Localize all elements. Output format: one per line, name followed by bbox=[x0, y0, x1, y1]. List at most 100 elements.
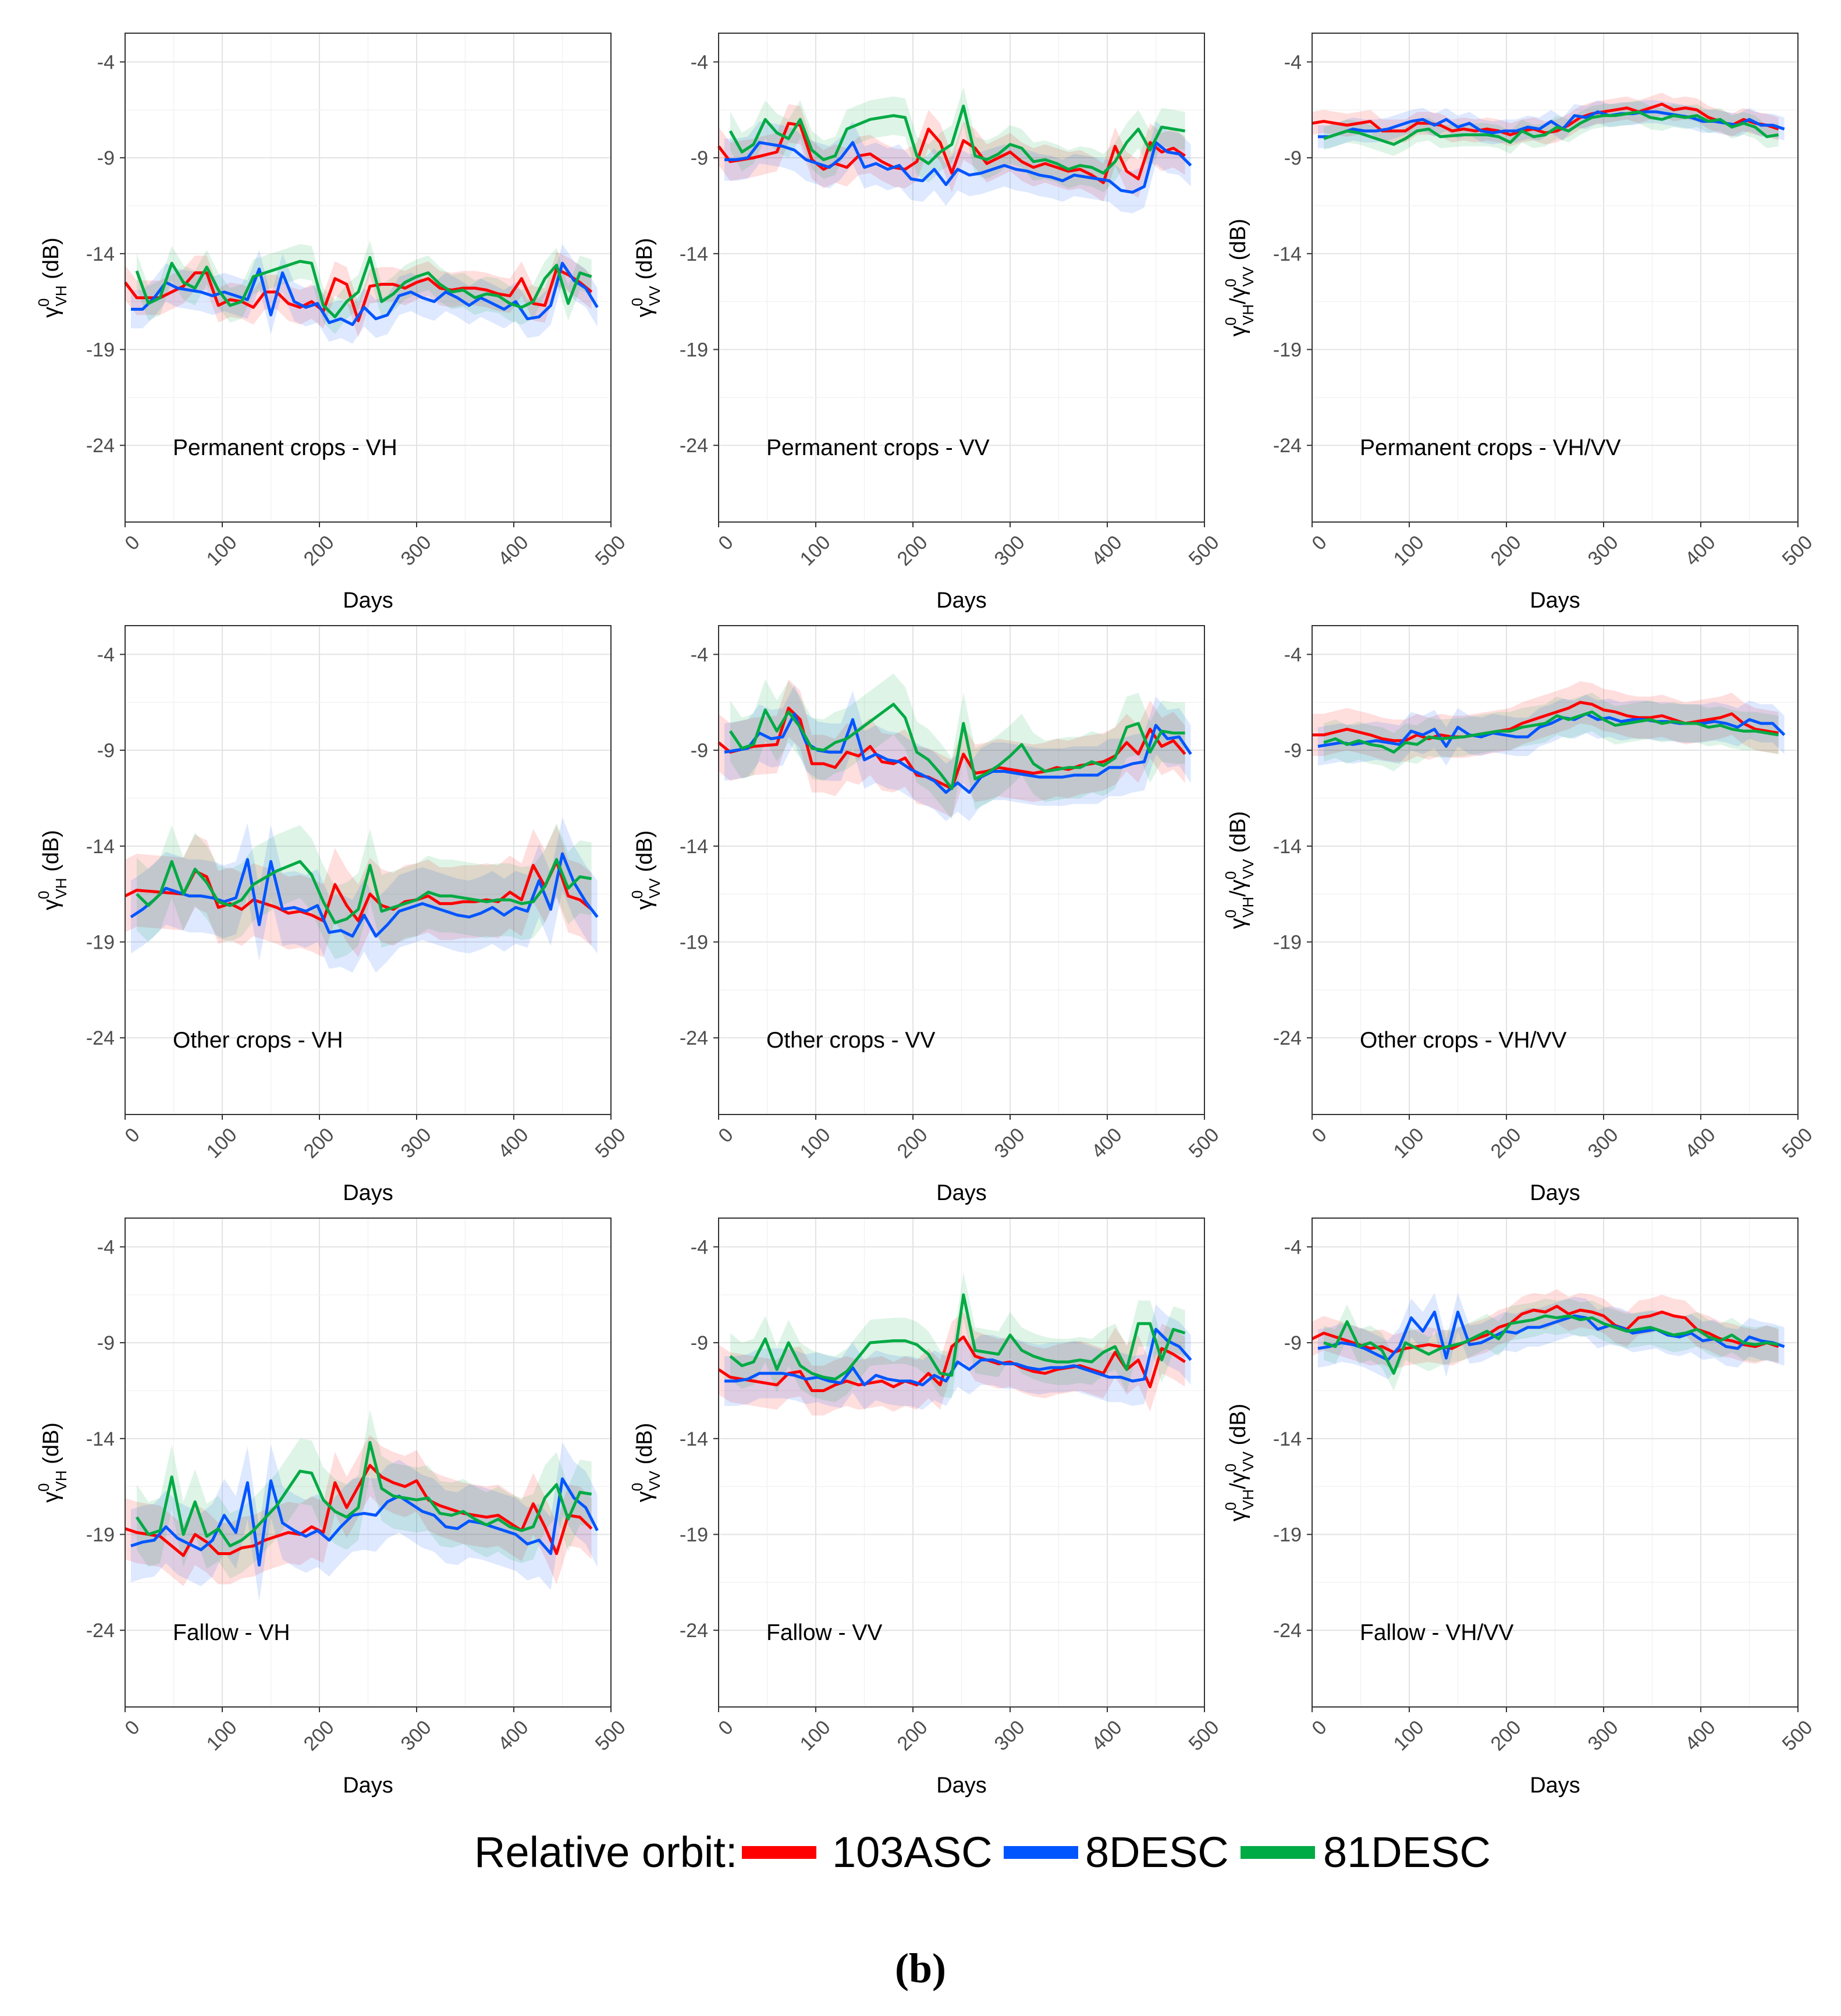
y-axis-label: γ0VH/γ0VV (dB) bbox=[1222, 219, 1257, 337]
panel-other-crops-vh-vv: -24-19-14-9-40 100 200 300 400 500Daysγ0VH/γ0… bbox=[1222, 625, 1817, 1205]
y-label-superscript: 0 bbox=[1222, 910, 1239, 918]
plot-border bbox=[125, 625, 612, 1115]
plot-border bbox=[1312, 33, 1799, 523]
panel-label: Fallow - VH bbox=[173, 1620, 290, 1645]
y-label-unit: (dB) bbox=[632, 238, 657, 286]
series-line-8desc bbox=[1317, 1310, 1785, 1362]
y-tick-label: -4 bbox=[97, 51, 115, 73]
caption-letter: b bbox=[909, 1945, 932, 1992]
y-axis-label: γ0VH/γ0VV (dB) bbox=[1222, 1404, 1257, 1522]
y-label-unit: (dB) bbox=[1226, 219, 1250, 267]
y-label-symbol: γ bbox=[1226, 325, 1250, 336]
series-line-103asc bbox=[717, 707, 1186, 790]
x-axis-label: Days bbox=[936, 588, 987, 613]
y-label-superscript: 0 bbox=[35, 891, 52, 899]
band-81desc bbox=[1324, 693, 1779, 772]
band-8desc bbox=[1318, 694, 1785, 766]
plot-border bbox=[718, 33, 1205, 523]
x-axis-label: Days bbox=[343, 1773, 393, 1798]
y-tick-label: -19 bbox=[1273, 932, 1302, 954]
y-label-symbol: γ bbox=[632, 306, 657, 317]
plot-border bbox=[718, 625, 1205, 1115]
y-axis-label: γ0VV (dB) bbox=[628, 1423, 663, 1503]
caption-open-paren: ( bbox=[895, 1945, 909, 1992]
y-tick-label: -9 bbox=[1284, 147, 1302, 169]
y-tick-label: -4 bbox=[691, 644, 708, 666]
band-81desc bbox=[137, 1410, 592, 1579]
x-axis-label: Days bbox=[343, 588, 393, 613]
band-103asc bbox=[1312, 681, 1779, 762]
y-label-symbol-2: /γ bbox=[1226, 1472, 1250, 1489]
plot-border bbox=[718, 1218, 1205, 1708]
y-label-unit: (dB) bbox=[632, 830, 657, 878]
y-label-superscript: 0 bbox=[628, 298, 646, 306]
y-tick-label: -14 bbox=[680, 243, 708, 265]
series-line-103asc bbox=[717, 1335, 1186, 1392]
y-tick-label: -24 bbox=[1273, 1620, 1302, 1642]
y-tick-label: -14 bbox=[1273, 1428, 1302, 1450]
y-tick-label: -4 bbox=[691, 1236, 708, 1258]
panel-label: Fallow - VH/VV bbox=[1360, 1620, 1513, 1645]
series-line-81desc bbox=[1323, 1314, 1779, 1375]
y-tick-label: -4 bbox=[1284, 51, 1302, 73]
plot-border bbox=[125, 33, 612, 523]
band-8desc bbox=[131, 817, 598, 973]
y-tick-label: -14 bbox=[86, 243, 115, 265]
legend-label-103asc: 103ASC bbox=[832, 1828, 993, 1876]
y-axis-label: γ0VH (dB) bbox=[35, 1422, 70, 1503]
y-label-superscript: 0 bbox=[35, 1483, 52, 1492]
y-tick-label: -24 bbox=[680, 435, 708, 457]
y-tick-label: -14 bbox=[680, 1428, 708, 1450]
x-axis-label: Days bbox=[1530, 1181, 1580, 1205]
series-line-103asc bbox=[124, 267, 593, 322]
y-tick-label: -19 bbox=[680, 1524, 708, 1546]
y-label-unit: (dB) bbox=[1226, 1404, 1250, 1451]
band-103asc bbox=[125, 251, 592, 338]
band-8desc bbox=[724, 685, 1191, 821]
y-tick-label: -14 bbox=[680, 836, 708, 858]
panel-label: Fallow - VV bbox=[766, 1620, 882, 1645]
x-axis-label: Days bbox=[936, 1181, 987, 1205]
figure-caption: (b) bbox=[895, 1945, 946, 1992]
y-label-subscript: VH bbox=[52, 1470, 70, 1491]
panel-label: Other crops - VH/VV bbox=[1360, 1028, 1566, 1053]
y-label-superscript-2: 0 bbox=[1222, 871, 1239, 879]
x-axis-label: Days bbox=[936, 1773, 987, 1798]
x-axis-label: Days bbox=[1530, 1773, 1580, 1798]
series-line-8desc bbox=[130, 1477, 599, 1567]
y-tick-label: -24 bbox=[86, 1027, 115, 1049]
series-line-8desc bbox=[724, 141, 1192, 194]
y-label-unit: (dB) bbox=[632, 1423, 657, 1471]
series-line-81desc bbox=[1323, 110, 1779, 146]
y-axis-label: γ0VH (dB) bbox=[35, 830, 70, 910]
y-axis-label: γ0VH/γ0VV (dB) bbox=[1222, 811, 1257, 929]
y-tick-label: -14 bbox=[86, 1428, 115, 1450]
y-label-subscript: VH bbox=[52, 285, 70, 306]
y-tick-label: -24 bbox=[86, 1620, 115, 1642]
y-tick-label: -9 bbox=[97, 1332, 115, 1354]
y-tick-label: -4 bbox=[1284, 1236, 1302, 1258]
y-label-superscript: 0 bbox=[628, 890, 646, 899]
y-tick-label: -4 bbox=[97, 1236, 115, 1258]
series-line-103asc bbox=[1312, 701, 1779, 743]
y-label-superscript-2: 0 bbox=[1222, 279, 1239, 287]
y-label-superscript-2: 0 bbox=[1222, 1464, 1239, 1472]
y-label-subscript: VV bbox=[646, 285, 663, 306]
y-label-subscript: VH bbox=[1239, 1489, 1257, 1510]
y-label-symbol: γ bbox=[632, 1491, 657, 1502]
series-line-103asc bbox=[124, 860, 593, 922]
y-label-symbol-2: /γ bbox=[1226, 879, 1250, 897]
y-label-superscript: 0 bbox=[1222, 317, 1239, 325]
y-label-superscript: 0 bbox=[1222, 1502, 1239, 1510]
band-103asc bbox=[719, 1312, 1185, 1416]
y-label-unit: (dB) bbox=[39, 830, 63, 878]
y-label-unit: (dB) bbox=[39, 1422, 63, 1470]
y-axis-label: γ0VV (dB) bbox=[628, 238, 663, 318]
band-8desc bbox=[131, 244, 598, 344]
panel-label: Permanent crops - VH bbox=[173, 435, 397, 460]
y-label-symbol: γ bbox=[632, 899, 657, 910]
